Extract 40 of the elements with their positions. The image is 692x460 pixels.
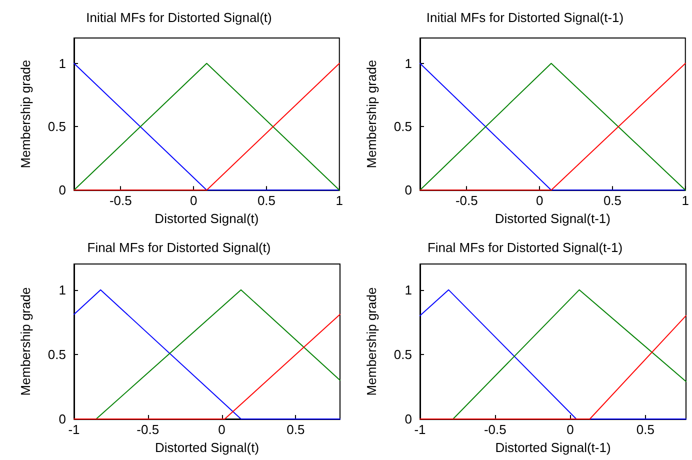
x-tick-label: 0 bbox=[566, 422, 574, 437]
x-axis-title: Distorted Signal(t) bbox=[154, 440, 260, 455]
y-axis-title: Membership grade bbox=[364, 60, 379, 168]
y-tick-label: 1 bbox=[404, 56, 412, 71]
y-tick-label: 1 bbox=[58, 56, 66, 71]
chart-title: Initial MFs for Distorted Signal(t-1) bbox=[426, 10, 624, 25]
y-tick-label: 0 bbox=[404, 182, 412, 198]
x-tick-label: 0 bbox=[218, 422, 226, 437]
y-tick-label: 0 bbox=[404, 412, 412, 426]
y-tick-label: 0.5 bbox=[394, 346, 412, 362]
chart-title: Final MFs for Distorted Signal(t) bbox=[87, 240, 271, 255]
y-axis-title: Membership grade bbox=[364, 287, 379, 396]
y-tick-label: 0 bbox=[58, 182, 66, 198]
x-axis-title: Distorted Signal(t) bbox=[154, 211, 259, 226]
y-tick-label: 0.5 bbox=[48, 119, 66, 134]
x-tick-label: 0.5 bbox=[636, 422, 654, 437]
x-tick-label: 0.5 bbox=[603, 193, 622, 208]
x-tick-label: -0.5 bbox=[455, 193, 478, 208]
x-axis-title: Distorted Signal(t-1) bbox=[494, 211, 610, 226]
y-axis-title: Membership grade bbox=[18, 60, 33, 168]
x-axis-title: Distorted Signal(t-1) bbox=[495, 440, 611, 455]
x-tick-label: 0.5 bbox=[257, 193, 276, 208]
x-tick-label: 1 bbox=[682, 193, 689, 208]
x-tick-label: -1 bbox=[68, 422, 80, 437]
x-tick-label: 0 bbox=[190, 193, 198, 208]
y-tick-label: 1 bbox=[404, 282, 412, 298]
x-tick-label: -0.5 bbox=[109, 193, 132, 208]
x-tick-label: -0.5 bbox=[484, 422, 506, 437]
y-tick-label: 0.5 bbox=[394, 119, 412, 134]
y-tick-label: 0 bbox=[58, 412, 66, 426]
y-tick-label: 0.5 bbox=[48, 346, 66, 362]
x-tick-label: 0 bbox=[536, 193, 544, 208]
chart-title: Initial MFs for Distorted Signal(t) bbox=[86, 10, 272, 25]
x-tick-label: 1 bbox=[336, 193, 343, 208]
x-tick-label: -1 bbox=[414, 422, 426, 437]
x-tick-label: -0.5 bbox=[136, 422, 160, 437]
x-tick-label: 0.5 bbox=[286, 422, 305, 437]
chart-title: Final MFs for Distorted Signal(t-1) bbox=[427, 240, 623, 255]
y-tick-label: 1 bbox=[58, 282, 66, 298]
y-axis-title: Membership grade bbox=[18, 287, 33, 396]
